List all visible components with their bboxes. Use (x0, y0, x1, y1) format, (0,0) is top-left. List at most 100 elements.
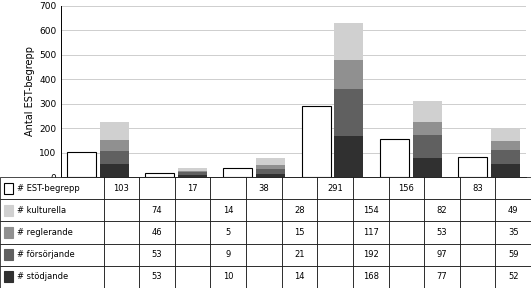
Text: 168: 168 (363, 272, 379, 281)
Text: 35: 35 (508, 228, 518, 237)
Bar (256, 174, 285, 177)
Bar (104, 199, 139, 221)
Bar (495, 244, 531, 266)
Bar (0, 199, 104, 221)
Text: 192: 192 (363, 250, 379, 259)
Bar (139, 266, 175, 288)
Bar (4, 183, 13, 194)
Bar (4, 227, 13, 238)
Bar (424, 266, 460, 288)
Bar (491, 164, 520, 177)
Bar (104, 266, 139, 288)
Text: 97: 97 (436, 250, 447, 259)
Text: 28: 28 (294, 206, 305, 215)
Bar (424, 244, 460, 266)
Bar (210, 221, 246, 244)
Bar (104, 244, 139, 266)
Bar (175, 221, 210, 244)
Bar (495, 177, 531, 199)
Text: # EST-begrepp: # EST-begrepp (17, 184, 80, 193)
Bar (460, 177, 495, 199)
Bar (178, 173, 207, 175)
Bar (178, 168, 207, 171)
Bar (424, 199, 460, 221)
Bar (491, 129, 520, 141)
Bar (281, 177, 317, 199)
Bar (210, 266, 246, 288)
Text: 15: 15 (294, 228, 305, 237)
Bar (413, 122, 442, 134)
Bar (353, 244, 389, 266)
Bar (175, 177, 210, 199)
Bar (495, 199, 531, 221)
Bar (210, 199, 246, 221)
Text: 38: 38 (259, 184, 269, 193)
Bar (246, 177, 281, 199)
Text: 17: 17 (187, 184, 198, 193)
Bar (317, 177, 353, 199)
Bar (495, 266, 531, 288)
Text: 9: 9 (226, 250, 231, 259)
Text: 14: 14 (294, 272, 305, 281)
Text: 74: 74 (152, 206, 162, 215)
Bar (0, 244, 104, 266)
Bar (495, 221, 531, 244)
Bar (491, 141, 520, 150)
Bar (491, 150, 520, 164)
Text: 83: 83 (472, 184, 483, 193)
Bar (100, 151, 129, 164)
Bar (139, 244, 175, 266)
Bar (256, 158, 285, 165)
Bar (424, 221, 460, 244)
Bar (335, 136, 363, 177)
Bar (458, 157, 487, 177)
Bar (256, 168, 285, 174)
Bar (281, 244, 317, 266)
Bar (100, 164, 129, 177)
Bar (389, 266, 424, 288)
Bar (0, 266, 104, 288)
Bar (335, 89, 363, 136)
Bar (139, 177, 175, 199)
Bar (335, 60, 363, 89)
Bar (4, 271, 13, 283)
Text: 21: 21 (294, 250, 305, 259)
Bar (246, 244, 281, 266)
Bar (100, 140, 129, 151)
Bar (353, 177, 389, 199)
Bar (281, 199, 317, 221)
Bar (353, 199, 389, 221)
Bar (389, 244, 424, 266)
Bar (460, 199, 495, 221)
Bar (389, 177, 424, 199)
Text: 82: 82 (436, 206, 447, 215)
Bar (317, 266, 353, 288)
Bar (246, 221, 281, 244)
Bar (281, 221, 317, 244)
Text: 5: 5 (226, 228, 231, 237)
Bar (145, 173, 174, 177)
Bar (0, 221, 104, 244)
Bar (302, 106, 331, 177)
Text: 53: 53 (152, 250, 162, 259)
Bar (210, 244, 246, 266)
Text: # försörjande: # försörjande (17, 250, 75, 259)
Bar (413, 158, 442, 177)
Bar (104, 177, 139, 199)
Bar (335, 23, 363, 60)
Bar (246, 199, 281, 221)
Bar (460, 266, 495, 288)
Bar (139, 221, 175, 244)
Bar (4, 249, 13, 260)
Bar (246, 266, 281, 288)
Bar (139, 199, 175, 221)
Bar (175, 266, 210, 288)
Text: 46: 46 (152, 228, 162, 237)
Bar (424, 177, 460, 199)
Text: 53: 53 (436, 228, 447, 237)
Text: 156: 156 (398, 184, 414, 193)
Bar (460, 221, 495, 244)
Bar (317, 199, 353, 221)
Text: # kulturella: # kulturella (17, 206, 66, 215)
Text: 52: 52 (508, 272, 518, 281)
